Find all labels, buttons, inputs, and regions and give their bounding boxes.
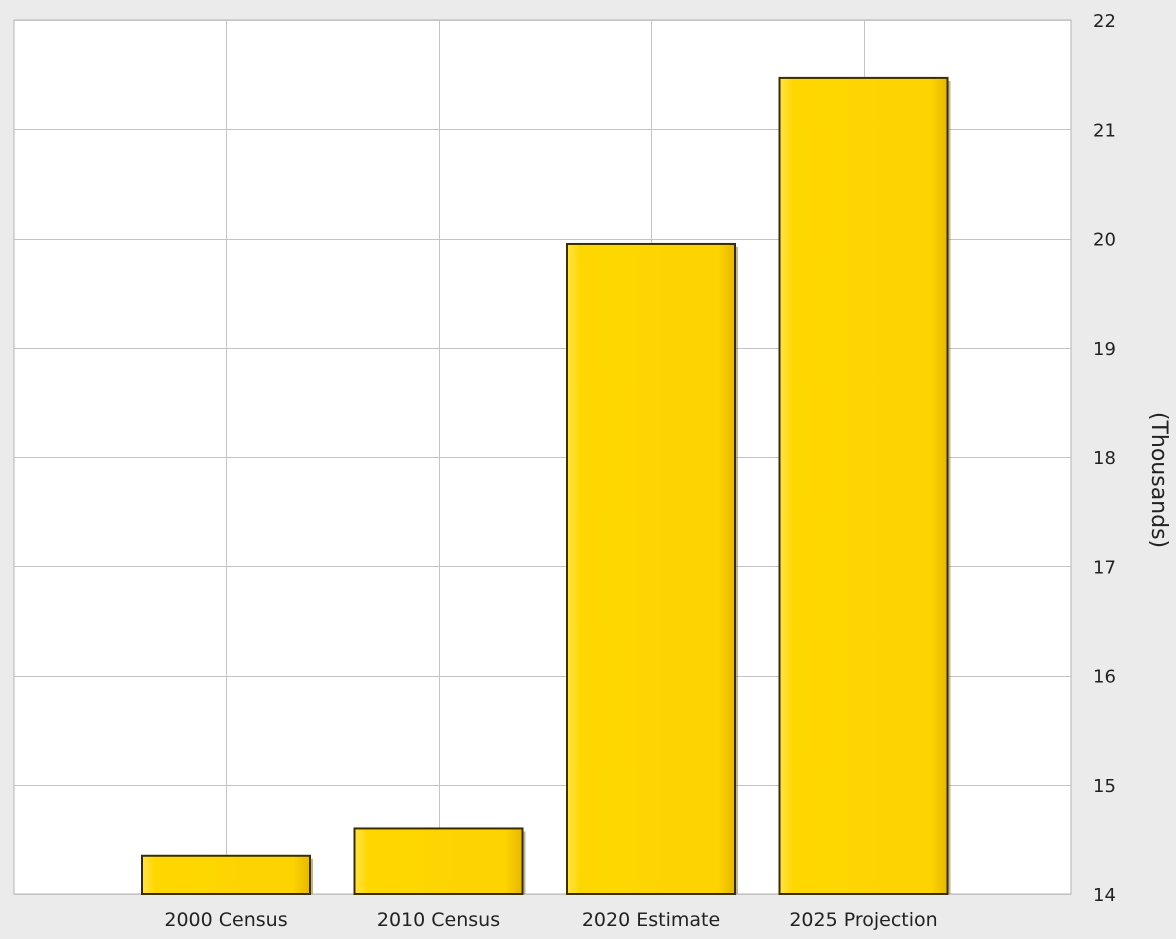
- y-tick-label-3: 17: [1093, 557, 1116, 578]
- bar-2: [566, 242, 736, 895]
- y-axis-tick-labels: 14 15 16 17 18 19 20 21 22: [1093, 11, 1116, 906]
- y-tick-label-0: 14: [1093, 885, 1116, 906]
- y-tick-label-1: 15: [1093, 776, 1116, 797]
- y-tick-label-7: 21: [1093, 120, 1116, 141]
- y-tick-label-2: 16: [1093, 667, 1116, 688]
- y-tick-label-8: 22: [1093, 11, 1116, 32]
- y-tick-label-4: 18: [1093, 448, 1116, 469]
- x-tick-label-0: 2000 Census: [164, 909, 287, 931]
- bar-0: [141, 854, 311, 896]
- x-tick-label-2: 2020 Estimate: [582, 909, 720, 931]
- y-axis-label: (Thousands): [1146, 412, 1171, 548]
- bar-3: [778, 76, 949, 895]
- bars: [141, 76, 951, 896]
- x-tick-label-3: 2025 Projection: [789, 909, 937, 931]
- bar-1: [353, 827, 524, 896]
- y-tick-label-6: 20: [1093, 230, 1116, 251]
- y-tick-label-5: 19: [1093, 339, 1116, 360]
- x-tick-label-1: 2010 Census: [377, 909, 500, 931]
- x-axis-tick-labels: 2000 Census 2010 Census 2020 Estimate 2025 …: [164, 909, 937, 931]
